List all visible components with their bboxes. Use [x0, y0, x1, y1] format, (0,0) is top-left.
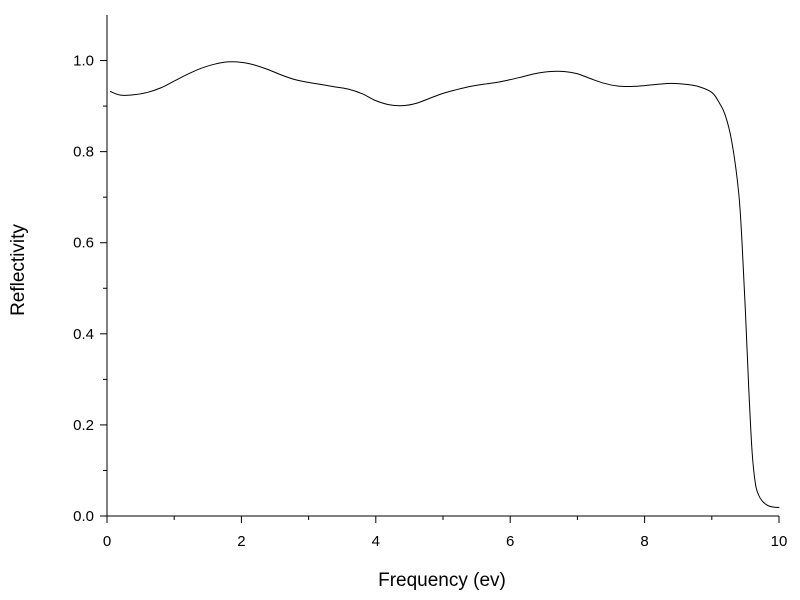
y-tick-label: 1.0: [73, 53, 94, 70]
y-tick-label: 0.8: [73, 144, 94, 161]
axes: [106, 15, 779, 517]
x-tick-label: 4: [372, 533, 380, 550]
x-tick-label: 6: [506, 533, 514, 550]
x-tick-label: 8: [640, 533, 648, 550]
ticks: [100, 60, 780, 523]
series: [109, 61, 780, 508]
y-tick-label: 0.6: [73, 235, 94, 252]
tick-labels: 0 2 4 6 8 10 0.0 0.2 0.4 0.6 0.8 1.0: [73, 53, 787, 550]
y-axis-title: Reflectivity: [8, 224, 29, 316]
x-tick-label: 2: [237, 533, 245, 550]
x-tick-label: 0: [103, 533, 111, 550]
reflectivity-series-line: [109, 61, 780, 508]
y-tick-label: 0.4: [73, 326, 94, 343]
y-tick-label: 0.2: [73, 417, 94, 434]
x-axis-title: Frequency (ev): [378, 570, 506, 591]
x-tick-label: 10: [771, 533, 788, 550]
y-tick-label: 0.0: [73, 508, 94, 525]
